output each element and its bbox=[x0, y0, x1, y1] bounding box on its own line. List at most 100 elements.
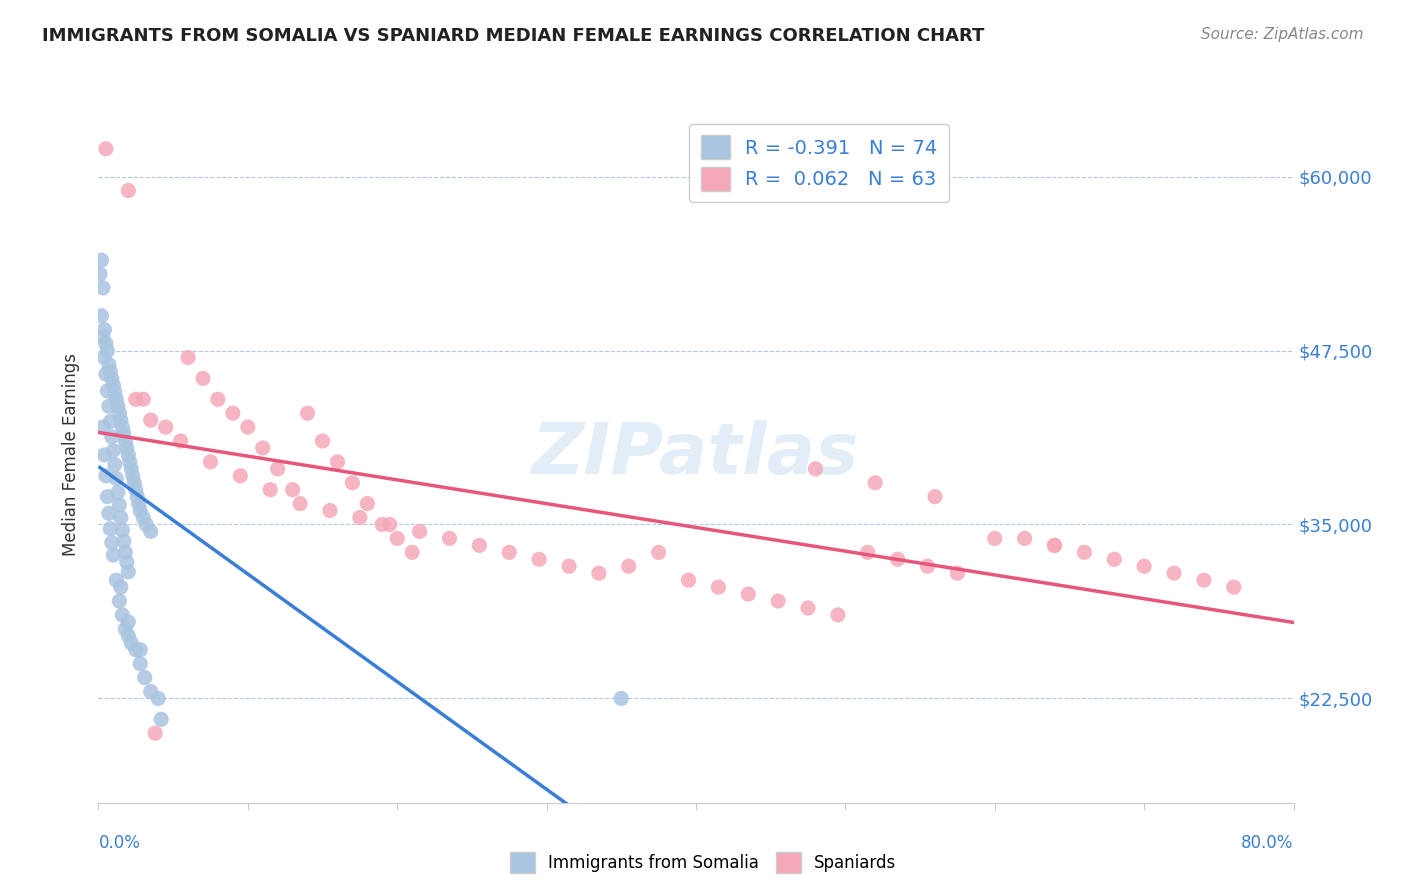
Point bbox=[101, 430, 124, 444]
Point bbox=[439, 532, 461, 546]
Point bbox=[129, 503, 152, 517]
Point bbox=[408, 524, 430, 539]
Point bbox=[127, 490, 149, 504]
Point bbox=[124, 475, 146, 490]
Text: ZIPatlas: ZIPatlas bbox=[533, 420, 859, 490]
Point bbox=[139, 524, 162, 539]
Point bbox=[139, 413, 162, 427]
Point bbox=[93, 323, 115, 337]
Point bbox=[1163, 566, 1185, 581]
Text: Source: ZipAtlas.com: Source: ZipAtlas.com bbox=[1201, 27, 1364, 42]
Point bbox=[148, 691, 170, 706]
Point bbox=[1104, 552, 1126, 566]
Point bbox=[117, 615, 139, 629]
Point bbox=[117, 448, 139, 462]
Point bbox=[134, 671, 156, 685]
Point bbox=[118, 455, 141, 469]
Point bbox=[326, 455, 349, 469]
Point bbox=[356, 497, 378, 511]
Point bbox=[112, 534, 135, 549]
Point bbox=[94, 368, 117, 382]
Point bbox=[259, 483, 281, 497]
Point bbox=[111, 607, 134, 622]
Point bbox=[117, 184, 139, 198]
Point bbox=[917, 559, 939, 574]
Point bbox=[856, 545, 879, 559]
Point bbox=[191, 371, 214, 385]
Point bbox=[498, 545, 520, 559]
Point bbox=[110, 413, 132, 427]
Y-axis label: Median Female Earnings: Median Female Earnings bbox=[62, 353, 80, 557]
Point bbox=[107, 485, 129, 500]
Point bbox=[129, 657, 152, 671]
Point bbox=[90, 309, 112, 323]
Point bbox=[139, 684, 162, 698]
Point bbox=[610, 691, 633, 706]
Point bbox=[105, 472, 128, 486]
Point bbox=[229, 468, 252, 483]
Point bbox=[114, 434, 136, 448]
Point bbox=[319, 503, 342, 517]
Point bbox=[91, 281, 114, 295]
Point bbox=[125, 483, 148, 497]
Point bbox=[288, 497, 311, 511]
Point bbox=[342, 475, 364, 490]
Point bbox=[93, 351, 115, 365]
Text: IMMIGRANTS FROM SOMALIA VS SPANIARD MEDIAN FEMALE EARNINGS CORRELATION CHART: IMMIGRANTS FROM SOMALIA VS SPANIARD MEDI… bbox=[42, 27, 984, 45]
Point bbox=[401, 545, 423, 559]
Point bbox=[207, 392, 229, 407]
Point bbox=[115, 555, 138, 569]
Point bbox=[468, 538, 491, 552]
Point bbox=[349, 510, 371, 524]
Point bbox=[94, 142, 117, 156]
Point bbox=[97, 507, 120, 521]
Point bbox=[588, 566, 610, 581]
Point bbox=[96, 343, 118, 358]
Point bbox=[924, 490, 946, 504]
Point bbox=[281, 483, 304, 497]
Point bbox=[865, 475, 887, 490]
Text: 0.0%: 0.0% bbox=[98, 834, 141, 852]
Point bbox=[112, 427, 135, 442]
Point bbox=[100, 415, 122, 429]
Point bbox=[135, 517, 157, 532]
Point bbox=[297, 406, 319, 420]
Point bbox=[1223, 580, 1246, 594]
Point bbox=[115, 441, 138, 455]
Point bbox=[678, 573, 700, 587]
Point bbox=[766, 594, 789, 608]
Point bbox=[128, 497, 150, 511]
Point bbox=[121, 468, 143, 483]
Point bbox=[527, 552, 550, 566]
Point bbox=[101, 371, 124, 385]
Point bbox=[108, 406, 131, 420]
Point bbox=[827, 607, 849, 622]
Point bbox=[100, 522, 122, 536]
Point bbox=[236, 420, 259, 434]
Point bbox=[117, 629, 139, 643]
Point bbox=[1133, 559, 1156, 574]
Text: 80.0%: 80.0% bbox=[1241, 834, 1294, 852]
Point bbox=[222, 406, 245, 420]
Point bbox=[129, 642, 152, 657]
Point bbox=[90, 253, 112, 268]
Point bbox=[105, 573, 128, 587]
Point bbox=[125, 642, 148, 657]
Point bbox=[105, 392, 128, 407]
Point bbox=[93, 448, 115, 462]
Point bbox=[150, 712, 173, 726]
Point bbox=[984, 532, 1007, 546]
Point bbox=[91, 420, 114, 434]
Point bbox=[96, 490, 118, 504]
Point bbox=[132, 510, 155, 524]
Point bbox=[103, 378, 125, 392]
Point bbox=[114, 622, 136, 636]
Point bbox=[371, 517, 394, 532]
Point bbox=[311, 434, 333, 448]
Point bbox=[96, 384, 118, 398]
Point bbox=[120, 462, 142, 476]
Point bbox=[797, 601, 820, 615]
Point bbox=[378, 517, 401, 532]
Point bbox=[110, 580, 132, 594]
Point bbox=[111, 420, 134, 434]
